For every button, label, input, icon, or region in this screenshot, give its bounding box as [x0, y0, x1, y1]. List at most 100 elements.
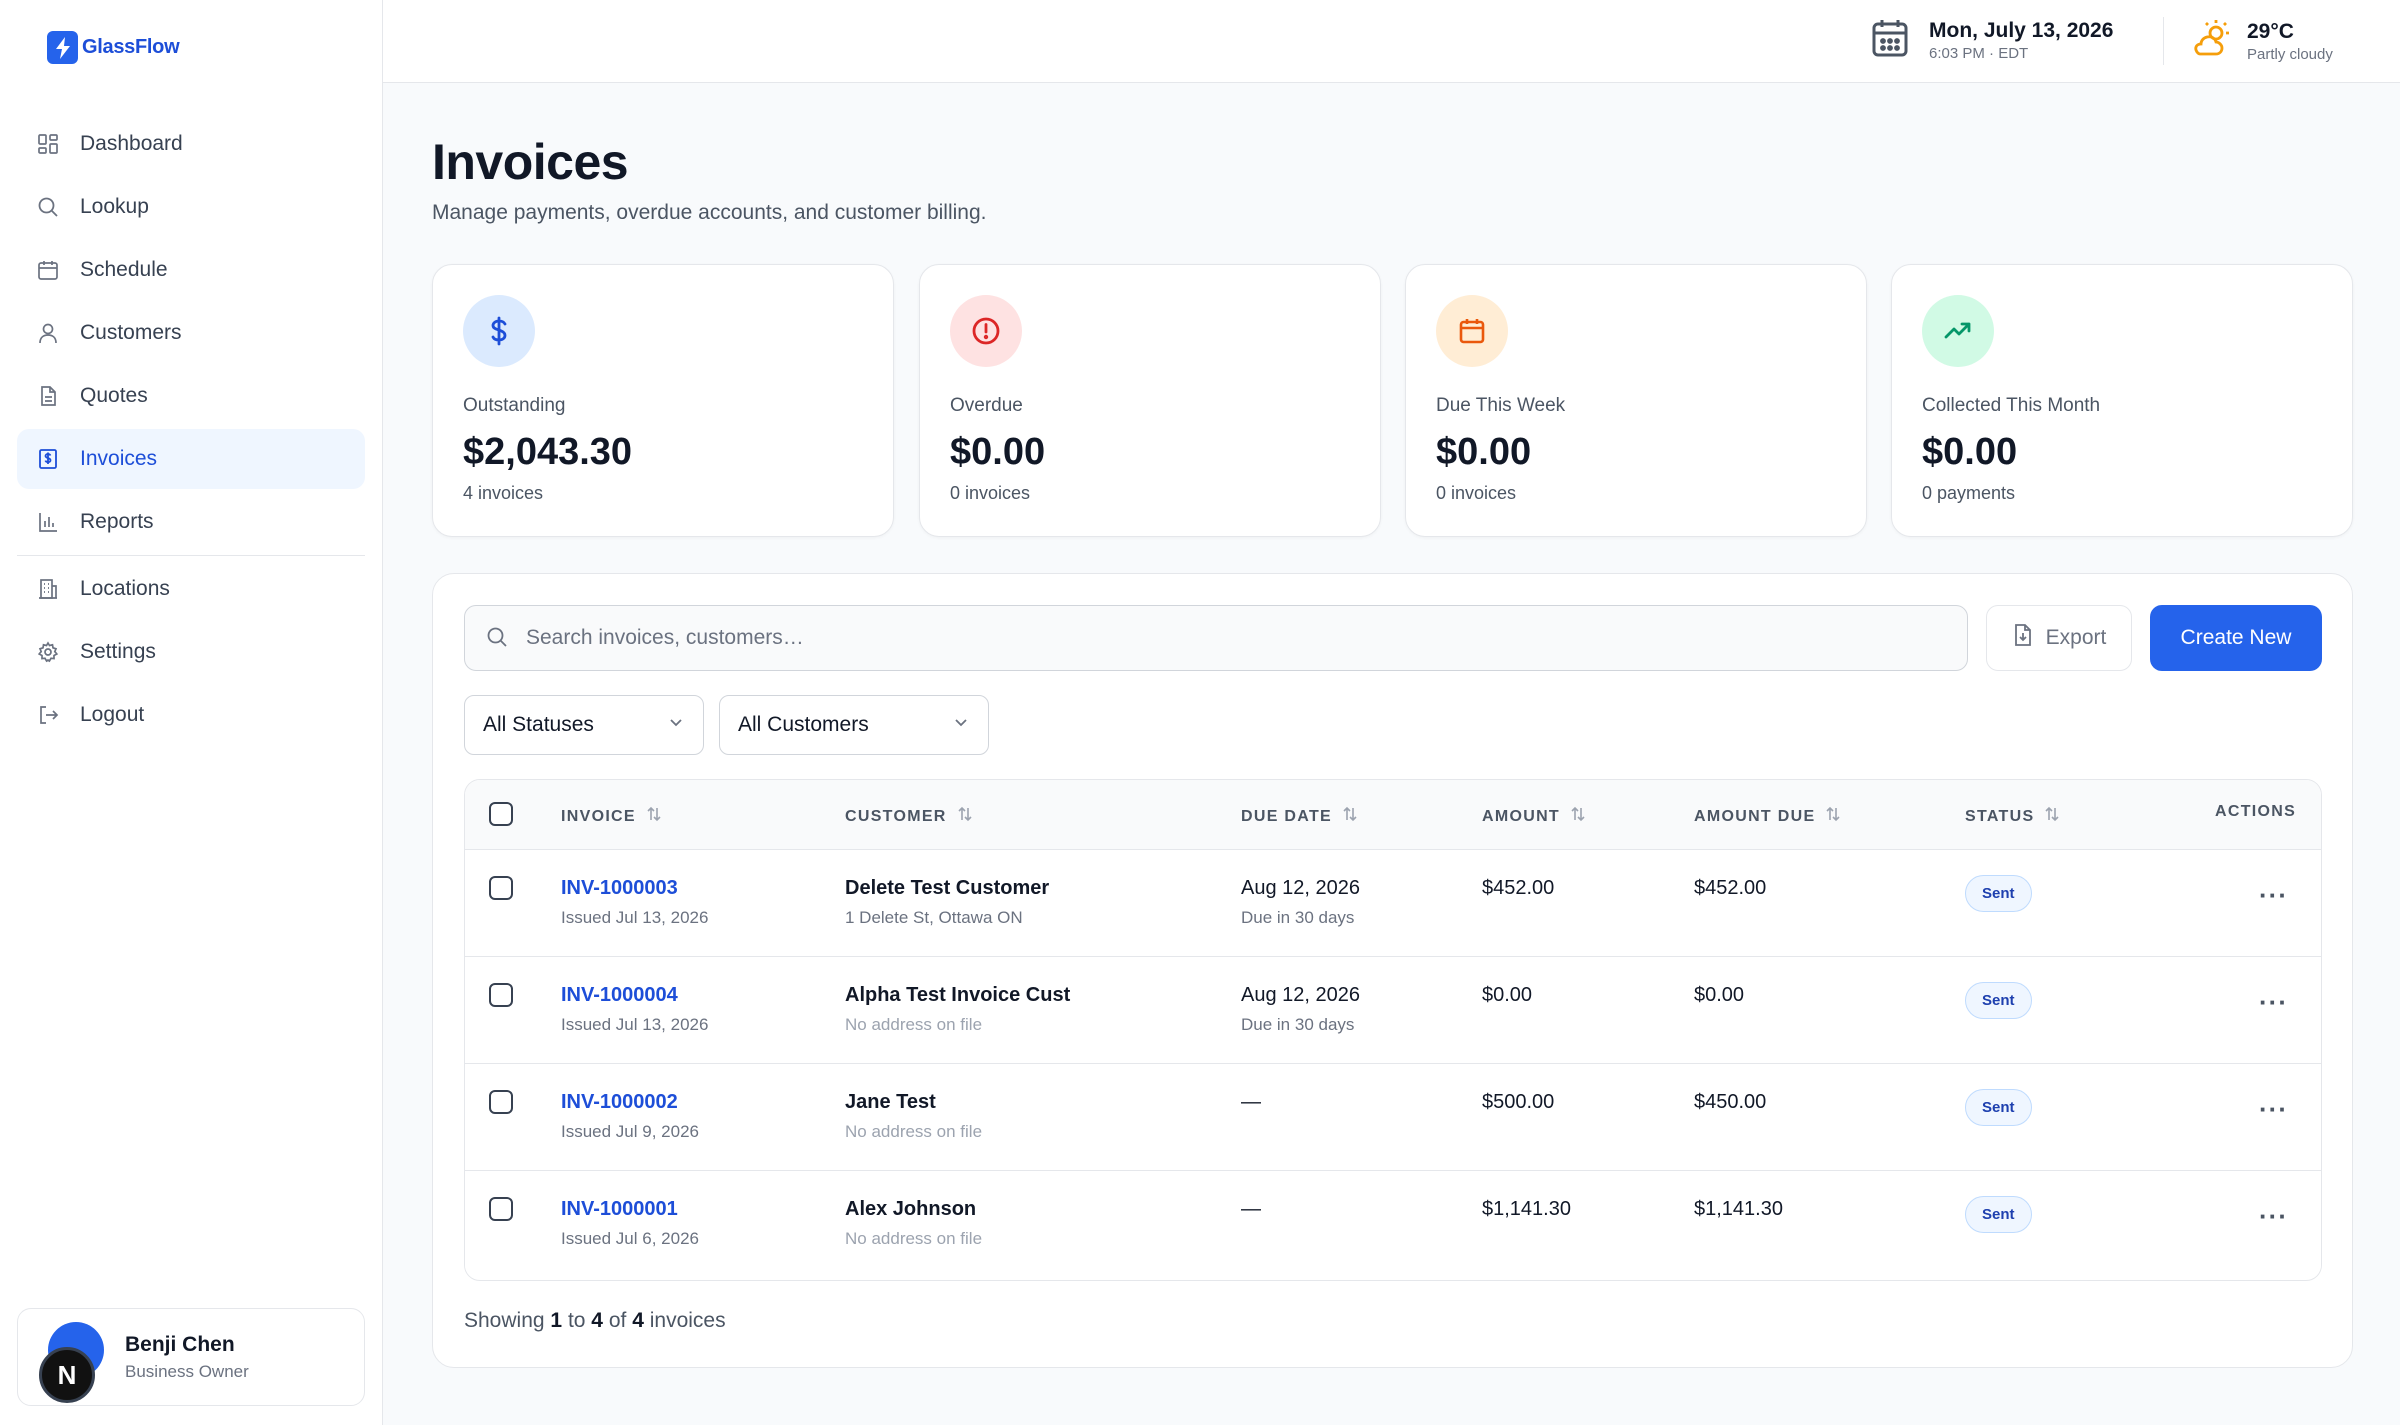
- issued-date: Issued Jul 13, 2026: [561, 908, 709, 927]
- calendar-icon: [36, 258, 60, 282]
- amount-due: $0.00: [1694, 984, 1745, 1006]
- page-subtitle: Manage payments, overdue accounts, and c…: [432, 201, 987, 224]
- topbar-divider: [2163, 17, 2164, 65]
- sidebar-item-settings[interactable]: Settings: [17, 622, 365, 682]
- customer-address: 1 Delete St, Ottawa ON: [845, 908, 1023, 927]
- due-countdown: Due in 30 days: [1241, 1015, 1355, 1034]
- brand-logo[interactable]: GlassFlow: [47, 31, 180, 64]
- stat-card-collected-this-month: Collected This Month $0.00 0 payments: [1891, 264, 2353, 537]
- sidebar-item-label: Lookup: [80, 195, 149, 218]
- sidebar-item-schedule[interactable]: Schedule: [17, 240, 365, 300]
- weather-condition: Partly cloudy: [2247, 46, 2333, 63]
- stat-label: Due This Week: [1436, 395, 1566, 416]
- stat-card-overdue: Overdue $0.00 0 invoices: [919, 264, 1381, 537]
- stat-sub: 0 payments: [1922, 483, 2016, 503]
- export-label: Export: [2045, 626, 2107, 649]
- sort-icon: [646, 806, 662, 827]
- sidebar-item-label: Quotes: [80, 384, 148, 407]
- sidebar-item-customers[interactable]: Customers: [17, 303, 365, 363]
- sidebar-item-quotes[interactable]: Quotes: [17, 366, 365, 426]
- row-actions-menu[interactable]: ···: [2259, 1201, 2288, 1231]
- column-header-status[interactable]: STATUS: [1965, 806, 2060, 827]
- page-range-start: 1: [550, 1309, 563, 1332]
- sidebar-nav: Dashboard Lookup Schedule Customers Quot…: [17, 114, 365, 748]
- table-row[interactable]: INV-1000001 Issued Jul 6, 2026 Alex John…: [465, 1171, 2321, 1278]
- row-checkbox[interactable]: [489, 1090, 513, 1114]
- amount-due: $1,141.30: [1694, 1198, 1783, 1220]
- total-count: 4: [632, 1309, 644, 1332]
- column-header-amount[interactable]: AMOUNT: [1482, 806, 1586, 827]
- sort-icon: [2044, 806, 2060, 827]
- column-header-due-date[interactable]: DUE DATE: [1241, 806, 1358, 827]
- sidebar-item-invoices[interactable]: Invoices: [17, 429, 365, 489]
- table-row[interactable]: INV-1000002 Issued Jul 9, 2026 Jane Test…: [465, 1064, 2321, 1171]
- invoice-number-link[interactable]: INV-1000001: [561, 1198, 678, 1220]
- status-filter-select[interactable]: All Statuses: [464, 695, 704, 755]
- user-name: Benji Chen: [125, 1332, 235, 1356]
- stat-sub: 0 invoices: [1436, 483, 1517, 503]
- column-header-amount-due[interactable]: AMOUNT DUE: [1694, 806, 1841, 827]
- sidebar-item-dashboard[interactable]: Dashboard: [17, 114, 365, 174]
- invoice-number-link[interactable]: INV-1000002: [561, 1091, 678, 1113]
- customer-name: Delete Test Customer: [845, 877, 1050, 899]
- column-header-customer[interactable]: CUSTOMER: [845, 806, 973, 827]
- sidebar-item-lookup[interactable]: Lookup: [17, 177, 365, 237]
- amount: $1,141.30: [1482, 1198, 1571, 1220]
- stat-value: $0.00: [1436, 431, 1532, 473]
- user-profile-card[interactable]: N Benji Chen Business Owner: [17, 1308, 365, 1406]
- file-export-icon: [2012, 623, 2034, 653]
- row-actions-menu[interactable]: ···: [2259, 987, 2288, 1017]
- export-button[interactable]: Export: [1986, 605, 2132, 671]
- invoice-number-link[interactable]: INV-1000004: [561, 984, 678, 1006]
- sidebar-item-locations[interactable]: Locations: [17, 559, 365, 619]
- calendar-icon: [1871, 18, 1909, 63]
- stat-card-outstanding: Outstanding $2,043.30 4 invoices: [432, 264, 894, 537]
- amount-due: $452.00: [1694, 877, 1767, 899]
- row-checkbox[interactable]: [489, 876, 513, 900]
- user-role: Business Owner: [125, 1361, 249, 1381]
- row-actions-menu[interactable]: ···: [2259, 1094, 2288, 1124]
- amount: $0.00: [1482, 984, 1533, 1006]
- dollar-icon: [463, 295, 535, 367]
- issued-date: Issued Jul 13, 2026: [561, 1015, 709, 1034]
- search-box[interactable]: [464, 605, 1968, 671]
- stat-sub: 0 invoices: [950, 483, 1031, 503]
- stat-label: Collected This Month: [1922, 395, 2101, 416]
- row-checkbox[interactable]: [489, 983, 513, 1007]
- status-badge: Sent: [1965, 982, 2032, 1019]
- row-checkbox[interactable]: [489, 1197, 513, 1221]
- stat-label: Overdue: [950, 395, 1023, 416]
- table-header: INVOICE CUSTOMER DUE DATE AMOUNT AMOUNT …: [465, 780, 2321, 850]
- sidebar-item-reports[interactable]: Reports: [17, 492, 365, 552]
- customer-name: Alex Johnson: [845, 1198, 977, 1220]
- customer-filter-select[interactable]: All Customers: [719, 695, 989, 755]
- column-header-actions: ACTIONS: [2215, 803, 2297, 820]
- current-time: 6:03 PM · EDT: [1929, 45, 2029, 62]
- status-badge: Sent: [1965, 1196, 2032, 1233]
- top-bar: Mon, July 13, 2026 6:03 PM · EDT 29°C Pa…: [383, 0, 2400, 83]
- sidebar-item-label: Reports: [80, 510, 154, 533]
- create-new-button[interactable]: Create New: [2150, 605, 2322, 671]
- row-actions-menu[interactable]: ···: [2259, 880, 2288, 910]
- pagination-summary: Showing 1 to 4 of 4 invoices: [464, 1309, 726, 1332]
- sort-icon: [1342, 806, 1358, 827]
- invoices-panel: Export Create New All Statuses All Custo…: [432, 573, 2353, 1368]
- chevron-down-icon: [952, 713, 970, 737]
- grid-icon: [36, 132, 60, 156]
- search-input[interactable]: [526, 626, 1926, 650]
- customer-name: Jane Test: [845, 1091, 936, 1113]
- column-header-invoice[interactable]: INVOICE: [561, 806, 662, 827]
- customer-name: Alpha Test Invoice Cust: [845, 984, 1071, 1006]
- sidebar-item-label: Schedule: [80, 258, 168, 281]
- invoice-number-link[interactable]: INV-1000003: [561, 877, 678, 899]
- table-row[interactable]: INV-1000003 Issued Jul 13, 2026 Delete T…: [465, 850, 2321, 957]
- invoices-table: INVOICE CUSTOMER DUE DATE AMOUNT AMOUNT …: [464, 779, 2322, 1281]
- select-all-checkbox[interactable]: [489, 802, 513, 826]
- table-row[interactable]: INV-1000004 Issued Jul 13, 2026 Alpha Te…: [465, 957, 2321, 1064]
- amount: $452.00: [1482, 877, 1555, 899]
- search-icon: [36, 195, 60, 219]
- stat-card-due-this-week: Due This Week $0.00 0 invoices: [1405, 264, 1867, 537]
- current-date: Mon, July 13, 2026: [1929, 19, 2114, 42]
- sidebar-item-logout[interactable]: Logout: [17, 685, 365, 745]
- amount: $500.00: [1482, 1091, 1555, 1113]
